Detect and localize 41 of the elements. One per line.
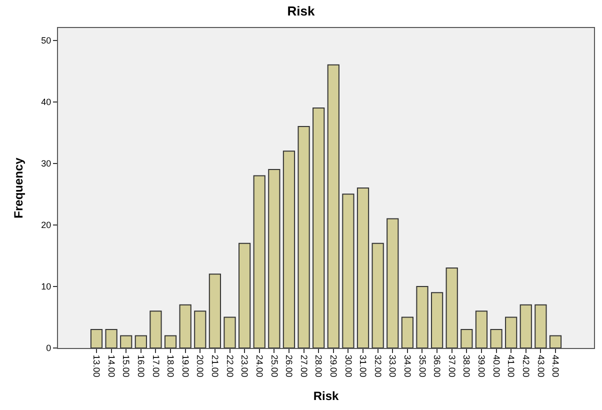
- chart-title: Risk: [287, 3, 316, 18]
- x-tick-label: 36.00: [432, 354, 442, 378]
- x-tick-label: 14.00: [106, 354, 116, 378]
- x-tick-label: 31.00: [358, 354, 368, 378]
- x-tick-label: 21.00: [210, 354, 220, 378]
- x-tick-label: 22.00: [224, 354, 235, 378]
- x-tick-label: 32.00: [372, 354, 383, 378]
- x-tick-label: 26.00: [284, 354, 294, 378]
- x-tick-label: 33.00: [388, 354, 398, 378]
- x-tick-label: 39.00: [476, 354, 487, 378]
- x-tick-label: 38.00: [462, 354, 472, 378]
- x-tick-label: 23.00: [240, 354, 250, 378]
- x-tick-label: 43.00: [536, 354, 546, 378]
- y-tick-label: 0: [46, 343, 52, 354]
- x-tick-label: 27.00: [298, 354, 309, 378]
- x-tick-label: 44.00: [550, 354, 561, 378]
- x-tick-label: 41.00: [506, 354, 516, 378]
- x-tick-label: 40.00: [491, 354, 502, 378]
- x-tick-label: 28.00: [314, 354, 324, 378]
- y-tick-label: 40: [41, 97, 52, 107]
- y-tick-label: 50: [41, 35, 52, 46]
- x-tick-label: 15.00: [121, 354, 132, 378]
- x-tick-label: 25.00: [269, 354, 280, 378]
- x-axis-title: Risk: [313, 389, 339, 404]
- x-tick-label: 20.00: [195, 354, 206, 378]
- x-tick-label: 30.00: [343, 354, 354, 378]
- x-tick-label: 13.00: [92, 354, 102, 378]
- x-tick-label: 29.00: [328, 354, 338, 378]
- x-tick-label: 19.00: [180, 354, 190, 378]
- x-tick-label: 37.00: [446, 354, 457, 378]
- y-axis-title: Frequency: [11, 157, 26, 218]
- x-tick-label: 34.00: [402, 354, 413, 378]
- x-tick-label: 16.00: [136, 354, 146, 378]
- y-tick-label: 20: [41, 220, 52, 230]
- x-tick-label: 18.00: [166, 354, 176, 378]
- x-tick-label: 24.00: [254, 354, 264, 378]
- x-tick-label: 42.00: [520, 354, 531, 378]
- y-tick-label: 10: [41, 282, 52, 292]
- x-tick-label: 35.00: [417, 354, 428, 378]
- x-tick-label: 17.00: [150, 354, 161, 378]
- y-tick-label: 30: [41, 158, 52, 169]
